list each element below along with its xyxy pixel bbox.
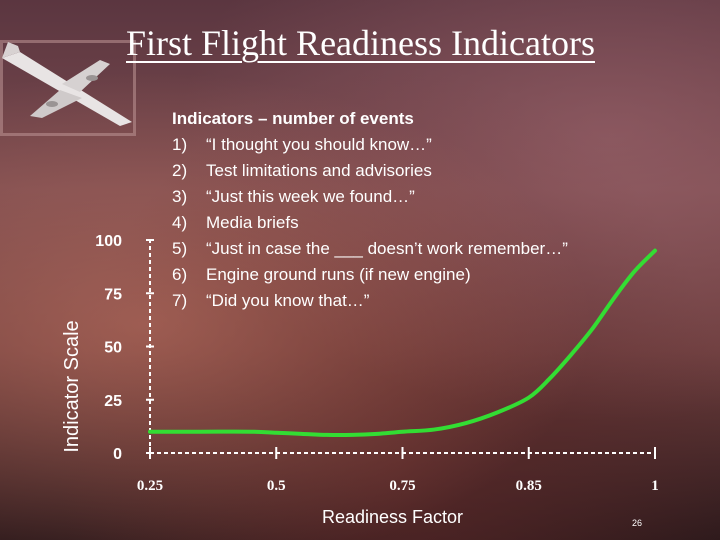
list-item-text: “Did you know that…” xyxy=(206,291,370,310)
indicator-list-header: Indicators – number of events xyxy=(172,109,414,128)
x-tick-label: 0.85 xyxy=(516,478,542,494)
airplane-icon xyxy=(2,42,132,126)
list-item-number: 7) xyxy=(172,291,188,310)
list-item-number: 2) xyxy=(172,161,188,180)
list-item: 7) “Did you know that…” xyxy=(172,288,568,314)
list-item-number: 3) xyxy=(172,187,188,206)
list-item-number: 1) xyxy=(172,135,188,154)
series-line xyxy=(148,248,657,438)
list-item: 6) Engine ground runs (if new engine) xyxy=(172,262,568,288)
y-axis-label: Indicator Scale xyxy=(61,320,83,452)
list-item-text: “Just in case the ___ doesn’t work remem… xyxy=(206,239,568,258)
y-tick-label: 0 xyxy=(113,446,122,463)
x-tick-label: 1 xyxy=(651,478,659,494)
y-tick-label: 100 xyxy=(95,233,122,250)
list-item: 5) “Just in case the ___ doesn’t work re… xyxy=(172,236,568,262)
y-tick-label: 25 xyxy=(104,393,122,410)
y-tick-label: 50 xyxy=(104,340,122,357)
title-frame-decoration xyxy=(0,40,136,136)
x-axis-label: Readiness Factor xyxy=(322,507,463,527)
list-item: 4) Media briefs xyxy=(172,210,568,236)
list-item-text: Media briefs xyxy=(206,213,299,232)
x-tick-label: 0.5 xyxy=(267,478,286,494)
list-item: 3) “Just this week we found…” xyxy=(172,184,568,210)
list-item-text: “Just this week we found…” xyxy=(206,187,415,206)
x-tick-label: 0.75 xyxy=(389,478,415,494)
list-item-number: 6) xyxy=(172,265,188,284)
list-item-text: “I thought you should know…” xyxy=(206,135,432,154)
list-item-number: 4) xyxy=(172,213,188,232)
x-tick-label: 0.25 xyxy=(137,478,163,494)
list-item: 2) Test limitations and advisories xyxy=(172,158,568,184)
list-item-text: Engine ground runs (if new engine) xyxy=(206,265,471,284)
y-tick-label: 75 xyxy=(104,286,122,303)
list-item: 1) “I thought you should know…” xyxy=(172,132,568,158)
list-item-text: Test limitations and advisories xyxy=(206,161,432,180)
slide-number: 26 xyxy=(632,518,643,528)
indicator-list: Indicators – number of events 1) “I thou… xyxy=(172,106,568,314)
page-title: First Flight Readiness Indicators xyxy=(126,23,595,63)
list-item-number: 5) xyxy=(172,239,188,258)
